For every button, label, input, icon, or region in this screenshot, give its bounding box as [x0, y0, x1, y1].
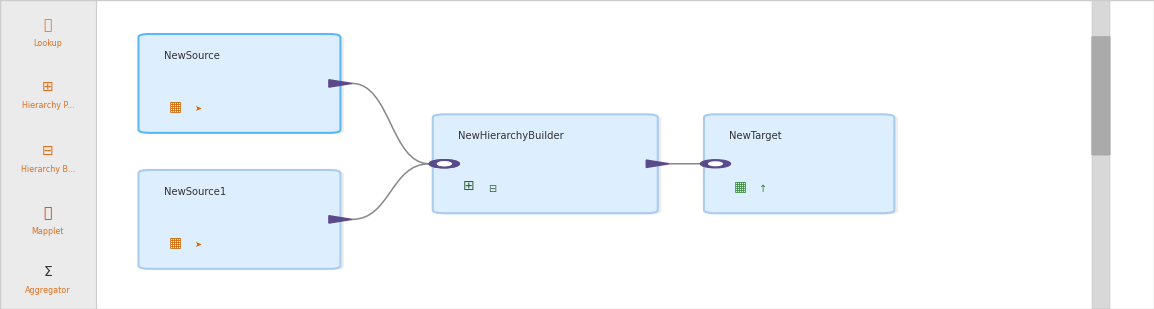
Circle shape [437, 162, 451, 166]
Text: ⬛: ⬛ [44, 206, 52, 220]
Polygon shape [329, 216, 352, 223]
Polygon shape [329, 80, 352, 87]
FancyBboxPatch shape [138, 34, 340, 133]
Text: Lookup: Lookup [33, 39, 62, 48]
Circle shape [700, 160, 730, 168]
FancyBboxPatch shape [138, 170, 340, 269]
Circle shape [429, 160, 459, 168]
FancyBboxPatch shape [142, 171, 344, 270]
FancyBboxPatch shape [436, 116, 661, 214]
Circle shape [437, 162, 451, 166]
Circle shape [429, 160, 459, 168]
Text: ↑: ↑ [759, 184, 767, 194]
Text: ⊞: ⊞ [42, 79, 54, 94]
Text: ▦: ▦ [168, 99, 181, 113]
Text: NewTarget: NewTarget [729, 131, 782, 141]
Text: ⊞: ⊞ [463, 179, 474, 193]
Text: Aggregator: Aggregator [25, 286, 70, 295]
Text: ▦: ▦ [734, 179, 747, 193]
Circle shape [709, 162, 722, 166]
Text: ▦: ▦ [168, 235, 181, 249]
FancyBboxPatch shape [0, 0, 96, 309]
Text: NewSource: NewSource [164, 51, 219, 61]
Text: Mapplet: Mapplet [31, 227, 65, 236]
FancyBboxPatch shape [1092, 0, 1110, 309]
Text: ➤: ➤ [194, 240, 201, 249]
FancyBboxPatch shape [704, 114, 894, 213]
Text: Hierarchy B...: Hierarchy B... [21, 165, 75, 175]
Text: NewSource1: NewSource1 [164, 187, 226, 197]
Text: Σ: Σ [44, 265, 52, 279]
FancyBboxPatch shape [707, 116, 898, 214]
Text: ⊟: ⊟ [42, 144, 54, 159]
Text: Hierarchy P...: Hierarchy P... [22, 100, 74, 110]
FancyBboxPatch shape [1092, 36, 1110, 155]
Text: NewHierarchyBuilder: NewHierarchyBuilder [458, 131, 564, 141]
Text: ⊟: ⊟ [488, 184, 496, 194]
Polygon shape [646, 160, 669, 167]
Text: 🔍: 🔍 [44, 18, 52, 32]
FancyBboxPatch shape [142, 35, 344, 134]
Text: ➤: ➤ [194, 104, 201, 113]
FancyBboxPatch shape [433, 114, 658, 213]
